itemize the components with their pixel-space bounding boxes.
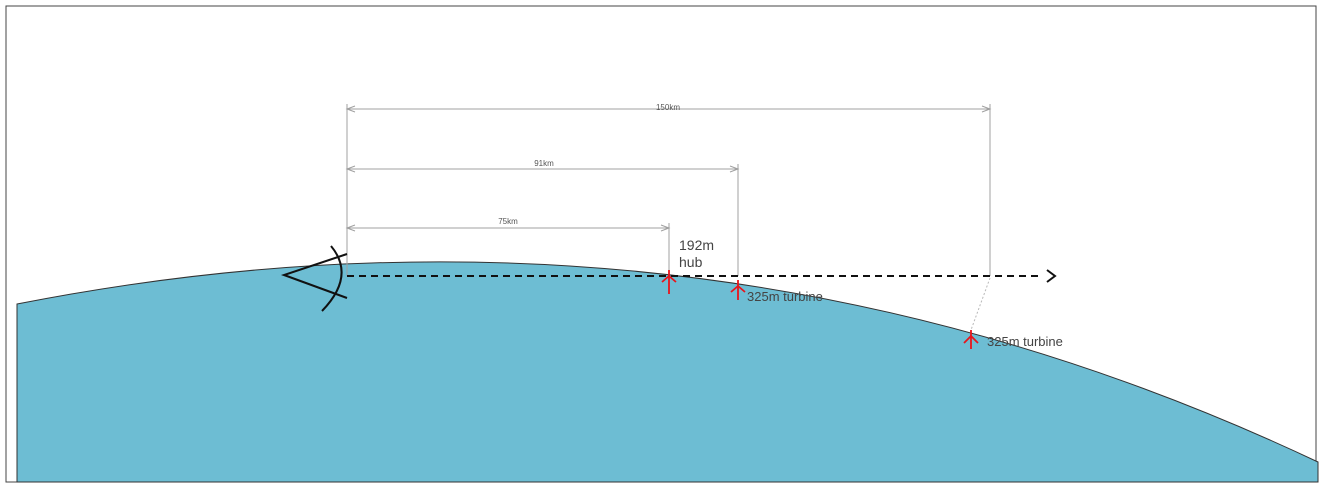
- hub-height-label: 192m: [679, 237, 714, 253]
- turbine-icon-91km: [730, 280, 746, 300]
- dimension-91km-label: 91km: [534, 159, 554, 168]
- dimension-75km: [345, 223, 671, 276]
- turbine-far-label: 325m turbine: [987, 334, 1063, 349]
- dimension-91km: [345, 164, 740, 276]
- hub-word-label: hub: [679, 254, 703, 270]
- dimension-75km-label: 75km: [498, 217, 518, 226]
- observer-eye-icon: [280, 245, 348, 312]
- dimension-150km-label: 150km: [656, 103, 680, 112]
- earth-sea-surface: [16, 261, 1319, 483]
- turbine-icon-75km: [661, 270, 677, 294]
- turbine-icon-150km: [963, 330, 979, 349]
- dimension-150km: [345, 104, 992, 276]
- line-of-sight-arrowhead: [1046, 269, 1057, 283]
- turbine-near-label: 325m turbine: [747, 289, 823, 304]
- far-turbine-drop-line: [970, 277, 991, 331]
